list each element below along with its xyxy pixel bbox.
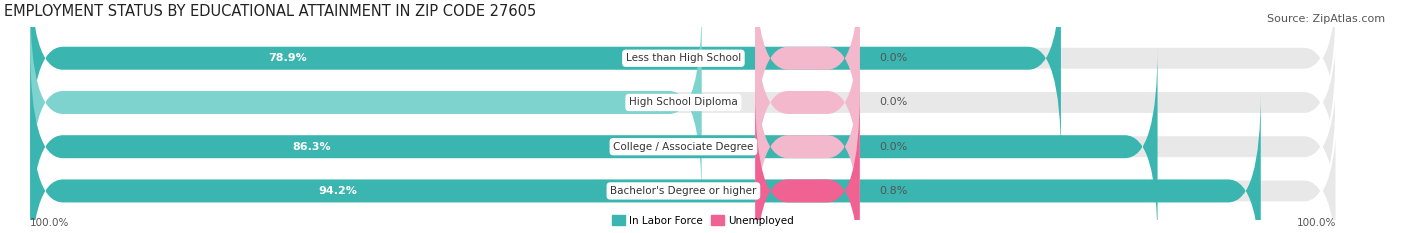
FancyBboxPatch shape [755, 0, 859, 157]
FancyBboxPatch shape [755, 3, 859, 202]
Legend: In Labor Force, Unemployed: In Labor Force, Unemployed [609, 211, 797, 230]
FancyBboxPatch shape [31, 92, 1337, 233]
FancyBboxPatch shape [31, 48, 1337, 233]
Text: 100.0%: 100.0% [1298, 218, 1337, 228]
Text: 0.0%: 0.0% [879, 53, 908, 63]
Text: 100.0%: 100.0% [31, 218, 70, 228]
Text: 51.4%: 51.4% [640, 97, 675, 107]
Text: EMPLOYMENT STATUS BY EDUCATIONAL ATTAINMENT IN ZIP CODE 27605: EMPLOYMENT STATUS BY EDUCATIONAL ATTAINM… [4, 4, 537, 19]
FancyBboxPatch shape [755, 92, 859, 233]
Text: Source: ZipAtlas.com: Source: ZipAtlas.com [1267, 14, 1385, 24]
Text: College / Associate Degree: College / Associate Degree [613, 142, 754, 152]
Text: Less than High School: Less than High School [626, 53, 741, 63]
Text: 94.2%: 94.2% [319, 186, 357, 196]
FancyBboxPatch shape [31, 3, 1337, 202]
Text: 78.9%: 78.9% [269, 53, 308, 63]
FancyBboxPatch shape [31, 92, 1261, 233]
FancyBboxPatch shape [755, 48, 859, 233]
FancyBboxPatch shape [31, 0, 1337, 157]
Text: 86.3%: 86.3% [292, 142, 332, 152]
Text: High School Diploma: High School Diploma [628, 97, 738, 107]
Text: 0.8%: 0.8% [879, 186, 908, 196]
Text: 0.0%: 0.0% [879, 97, 908, 107]
FancyBboxPatch shape [31, 3, 702, 202]
FancyBboxPatch shape [31, 48, 1157, 233]
Text: 0.0%: 0.0% [879, 142, 908, 152]
FancyBboxPatch shape [31, 0, 1062, 157]
Text: Bachelor's Degree or higher: Bachelor's Degree or higher [610, 186, 756, 196]
